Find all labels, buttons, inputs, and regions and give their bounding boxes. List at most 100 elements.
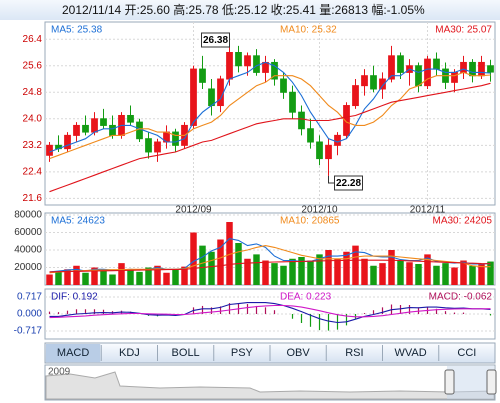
volume-bar bbox=[190, 232, 197, 285]
volume-bar bbox=[469, 265, 476, 285]
tab[interactable]: WVAD bbox=[395, 347, 427, 359]
y-tick-label: 25.6 bbox=[23, 60, 43, 71]
y-tick-label: 21.6 bbox=[23, 193, 43, 204]
candle-body bbox=[343, 105, 350, 136]
candle-body bbox=[280, 78, 287, 93]
volume-bar bbox=[379, 263, 386, 285]
candle-body bbox=[397, 55, 404, 73]
candle-body bbox=[352, 85, 359, 107]
tab[interactable]: CCI bbox=[457, 347, 476, 359]
annotation-leader bbox=[328, 175, 335, 184]
candle-body bbox=[154, 141, 161, 153]
volume-bar bbox=[136, 271, 143, 285]
volume-bar bbox=[298, 257, 305, 285]
volume-bar bbox=[217, 239, 224, 285]
candle-body bbox=[199, 68, 206, 83]
annotation: 26.38 bbox=[203, 35, 228, 46]
candle-body bbox=[469, 61, 476, 77]
volume-bar bbox=[424, 254, 431, 285]
candle-body bbox=[226, 52, 233, 80]
candle-body bbox=[91, 118, 98, 133]
volume-bar bbox=[46, 274, 53, 285]
volume-bar bbox=[280, 265, 287, 285]
volume-bar bbox=[415, 264, 422, 285]
volume-bar bbox=[91, 267, 98, 285]
candle-body bbox=[487, 65, 494, 73]
y-tick-label: 40000 bbox=[14, 245, 42, 256]
header-text: 2012/11/14 开:25.60 高:25.78 低:25.12 收:25.… bbox=[62, 2, 425, 17]
volume-bar bbox=[118, 263, 125, 285]
candle-body bbox=[289, 91, 296, 113]
candle-body bbox=[172, 131, 179, 146]
annotation-box bbox=[334, 175, 363, 191]
legend-entry: MACD: -0.062 bbox=[429, 292, 493, 303]
volume-bar bbox=[271, 263, 278, 285]
legend-entry: MA30: 25.07 bbox=[435, 25, 492, 36]
volume-bar bbox=[316, 254, 323, 285]
legend-entry: MA10: 25.32 bbox=[280, 25, 337, 36]
volume-bar bbox=[397, 260, 404, 285]
tab-active[interactable] bbox=[46, 344, 101, 362]
legend-entry: MA5: 25.38 bbox=[51, 25, 103, 36]
y-tick-label: 60000 bbox=[14, 227, 42, 238]
tab[interactable]: KDJ bbox=[119, 347, 140, 359]
volume-bar bbox=[100, 271, 107, 285]
navigator-handle-right[interactable] bbox=[486, 369, 497, 395]
volume-bar bbox=[352, 245, 359, 285]
line bbox=[49, 61, 491, 153]
candle-body bbox=[145, 138, 152, 153]
volume-bar bbox=[406, 262, 413, 285]
candle-body bbox=[460, 61, 467, 73]
candle-body bbox=[334, 134, 341, 146]
candle-body bbox=[388, 55, 395, 80]
legend-entry: MA5: 24623 bbox=[51, 216, 105, 227]
candle-body bbox=[478, 61, 485, 77]
volume-bar bbox=[163, 272, 170, 285]
line bbox=[49, 245, 491, 274]
navigator-window[interactable] bbox=[447, 366, 494, 399]
tab[interactable]: PSY bbox=[231, 347, 254, 359]
price-panel bbox=[44, 21, 496, 206]
volume-bar bbox=[343, 251, 350, 285]
x-tick-label: 2012/11 bbox=[410, 205, 446, 216]
volume-bar bbox=[388, 250, 395, 285]
y-tick-label: 80000 bbox=[14, 210, 42, 221]
volume-bar bbox=[361, 258, 368, 285]
y-tick-label: 24.0 bbox=[23, 113, 43, 124]
line bbox=[49, 302, 491, 324]
volume-bar bbox=[307, 260, 314, 285]
volume-bar bbox=[433, 265, 440, 285]
annotation-box bbox=[201, 32, 230, 48]
volume-bar bbox=[289, 258, 296, 285]
tab[interactable]: OBV bbox=[287, 347, 311, 359]
candle-body bbox=[208, 88, 215, 107]
volume-bar bbox=[109, 274, 116, 285]
line bbox=[49, 259, 491, 273]
tab[interactable]: MACD bbox=[57, 347, 89, 359]
candle-body bbox=[46, 144, 53, 156]
volume-bar bbox=[325, 250, 332, 285]
candle-body bbox=[109, 124, 116, 136]
candle-body bbox=[100, 118, 107, 126]
candle-body bbox=[262, 61, 269, 73]
candle-body bbox=[424, 58, 431, 87]
volume-bar bbox=[370, 265, 377, 285]
candle-body bbox=[379, 78, 386, 90]
candle-body bbox=[190, 68, 197, 126]
annotation: 22.28 bbox=[336, 178, 361, 189]
y-tick-label: -0.717 bbox=[14, 326, 43, 337]
navigator-handle-left[interactable] bbox=[444, 369, 455, 395]
tab[interactable]: RSI bbox=[345, 347, 363, 359]
volume-bar bbox=[55, 271, 62, 285]
tab[interactable]: BOLL bbox=[172, 347, 200, 359]
y-tick-label: 26.4 bbox=[23, 34, 43, 45]
volume-bar bbox=[478, 264, 485, 285]
candle-body bbox=[136, 121, 143, 140]
candle-body bbox=[433, 58, 440, 70]
candle-body bbox=[82, 124, 89, 133]
candle-body bbox=[127, 114, 134, 123]
volume-bar bbox=[334, 258, 341, 285]
volume-bar bbox=[442, 263, 449, 285]
y-tick-label: 0.000 bbox=[17, 309, 42, 320]
